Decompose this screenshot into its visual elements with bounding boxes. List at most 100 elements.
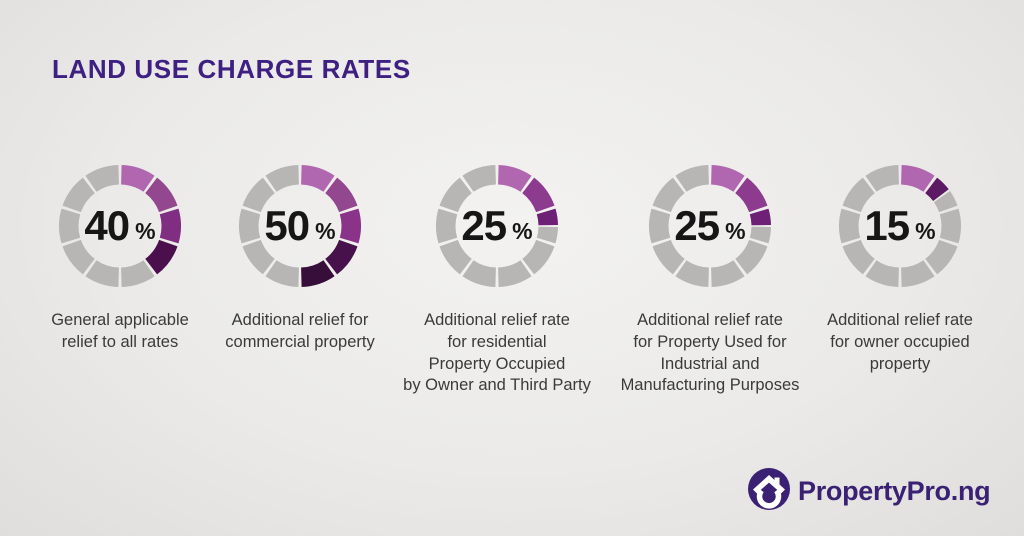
donut-segment [498, 260, 532, 287]
donut-segment [652, 177, 685, 213]
caption-line: Industrial and [660, 354, 760, 373]
donut-segment [121, 165, 155, 192]
caption-line: commercial property [225, 332, 375, 351]
donut-segment [265, 165, 299, 192]
chart-column: 40% General applicable relief to all rates [15, 163, 225, 354]
chart-caption: Additional relief for commercial property [195, 310, 405, 354]
chart-column: 50% Additional relief for commercial prope… [195, 163, 405, 354]
donut-segment [842, 177, 875, 213]
percent-value: 50 [264, 202, 310, 249]
caption-line: relief to all rates [61, 332, 179, 351]
donut-ring [648, 165, 771, 287]
donut-segment [325, 177, 358, 213]
donut-segment [536, 208, 558, 226]
donut-segment [648, 208, 671, 244]
donut-ring [435, 165, 558, 287]
chart-column: 25% Additional relief rate for residential… [392, 163, 602, 397]
donut-segment [325, 239, 358, 275]
donut-segment [121, 260, 155, 287]
percent-sign: % [915, 217, 936, 244]
donut-segment [265, 260, 299, 287]
percent-label: 50% [237, 163, 363, 289]
donut-segment [749, 208, 771, 226]
donut-segment [749, 226, 771, 244]
chart-column: 15% Additional relief rate for owner occup… [795, 163, 1005, 375]
donut-segment [711, 165, 745, 192]
donut-segment [439, 177, 472, 213]
caption-line: Additional relief rate [637, 311, 783, 329]
percent-value: 40 [84, 202, 130, 249]
donut-segment [435, 208, 458, 244]
donut-segment [242, 239, 275, 275]
donut-chart: 15% [837, 163, 963, 289]
donut-segment [145, 177, 178, 213]
caption-line: property [869, 354, 931, 373]
donut-segment [675, 260, 709, 287]
caption-line: Additional relief rate [424, 311, 570, 329]
chart-caption: General applicable relief to all rates [15, 310, 225, 354]
donut-segment [735, 239, 768, 275]
percent-sign: % [725, 217, 746, 244]
percent-value: 25 [461, 202, 507, 249]
donut-segment [838, 208, 861, 244]
caption-line: Property Occupied [428, 354, 566, 373]
donut-segment [933, 191, 958, 213]
chart-caption: Additional relief rate for residential Pro… [392, 310, 602, 397]
caption-line: for owner occupied [830, 332, 970, 351]
donut-segment [901, 165, 935, 192]
donut-segment [301, 260, 335, 287]
donut-segment [865, 260, 899, 287]
donut-ring [58, 165, 182, 287]
donut-segment [439, 239, 472, 275]
donut-segment [865, 165, 899, 192]
donut-segment [58, 208, 81, 244]
page-title: LAND USE CHARGE RATES [52, 54, 411, 84]
percent-sign: % [512, 217, 533, 244]
donut-segment [462, 165, 496, 192]
caption-line: Additional relief rate [827, 311, 973, 329]
donut-segment [522, 177, 555, 213]
donut-segment [711, 260, 745, 287]
donut-segment [62, 239, 95, 275]
caption-line: Manufacturing Purposes [620, 376, 800, 395]
caption-line: for residential [447, 332, 547, 351]
donut-ring [238, 165, 362, 287]
donut-chart: 25% [434, 163, 560, 289]
caption-line: by Owner and Third Party [403, 376, 591, 395]
donut-segment [462, 260, 496, 287]
donut-segment [675, 165, 709, 192]
donut-segment [939, 208, 962, 244]
donut-segment [85, 165, 119, 192]
donut-segment [652, 239, 685, 275]
donut-segment [242, 177, 275, 213]
donut-chart: 40% [57, 163, 183, 289]
donut-segment [522, 239, 555, 275]
donut-segment [301, 165, 335, 192]
brand-name: PropertyPro.ng [798, 476, 991, 506]
donut-segment [735, 177, 768, 213]
donut-segment [536, 226, 558, 244]
percent-label: 40% [57, 163, 183, 289]
donut-ring [838, 165, 962, 287]
donut-segment [62, 177, 95, 213]
percent-value: 15 [864, 202, 910, 249]
percent-label: 15% [837, 163, 963, 289]
donut-segment [339, 208, 362, 244]
donut-segment [925, 239, 958, 275]
percent-label: 25% [647, 163, 773, 289]
caption-line: General applicable [51, 311, 189, 329]
donut-segment [842, 239, 875, 275]
chart-caption: Additional relief rate for owner occupied… [795, 310, 1005, 375]
donut-segment [85, 260, 119, 287]
percent-label: 25% [434, 163, 560, 289]
caption-line: for Property Used for [633, 332, 787, 351]
donut-segment [238, 208, 261, 244]
caption-line: Additional relief for [231, 311, 369, 329]
chart-caption: Additional relief rate for Property Used … [605, 310, 815, 397]
donut-segment [145, 239, 178, 275]
percent-sign: % [315, 217, 336, 244]
donut-segment [498, 165, 532, 192]
percent-sign: % [135, 217, 156, 244]
